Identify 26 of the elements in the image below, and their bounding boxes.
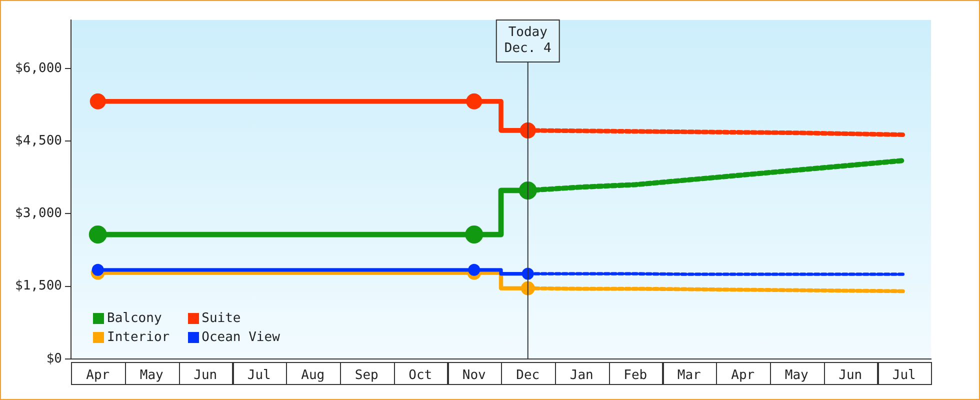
x-tick-label: Apr xyxy=(731,368,755,384)
x-tick-label: Jul xyxy=(247,368,271,384)
x-tick-label: Nov xyxy=(462,368,486,384)
ref-line-label: Today Dec. 4 xyxy=(504,24,552,56)
legend-label: Interior xyxy=(107,330,170,345)
legend-label: Balcony xyxy=(107,311,162,326)
x-tick-label: Aug xyxy=(301,368,325,384)
x-tick-label: Jul xyxy=(892,368,916,384)
x-tick-label: Feb xyxy=(624,368,648,384)
x-tick-label: Mar xyxy=(677,368,702,384)
x-tick-label: May xyxy=(784,368,809,384)
y-tick-label: $1,500 xyxy=(15,278,62,294)
x-tick-label: Dec xyxy=(516,368,540,384)
x-tick-label: Apr xyxy=(86,368,110,384)
y-tick-label: $6,000 xyxy=(15,60,62,76)
x-tick-label: Jan xyxy=(570,368,594,384)
legend-label: Suite xyxy=(202,311,241,326)
x-tick-label: Sep xyxy=(354,368,379,384)
y-tick-label: $4,500 xyxy=(15,133,62,148)
x-tick-label: Jun xyxy=(194,368,218,384)
legend-label: Ocean View xyxy=(202,330,280,345)
x-tick-label: Oct xyxy=(408,368,432,384)
y-tick-label: $0 xyxy=(46,351,62,366)
x-tick-label: May xyxy=(140,368,164,384)
x-tick-label: Jun xyxy=(838,368,862,384)
y-tick-label: $3,000 xyxy=(15,206,62,222)
